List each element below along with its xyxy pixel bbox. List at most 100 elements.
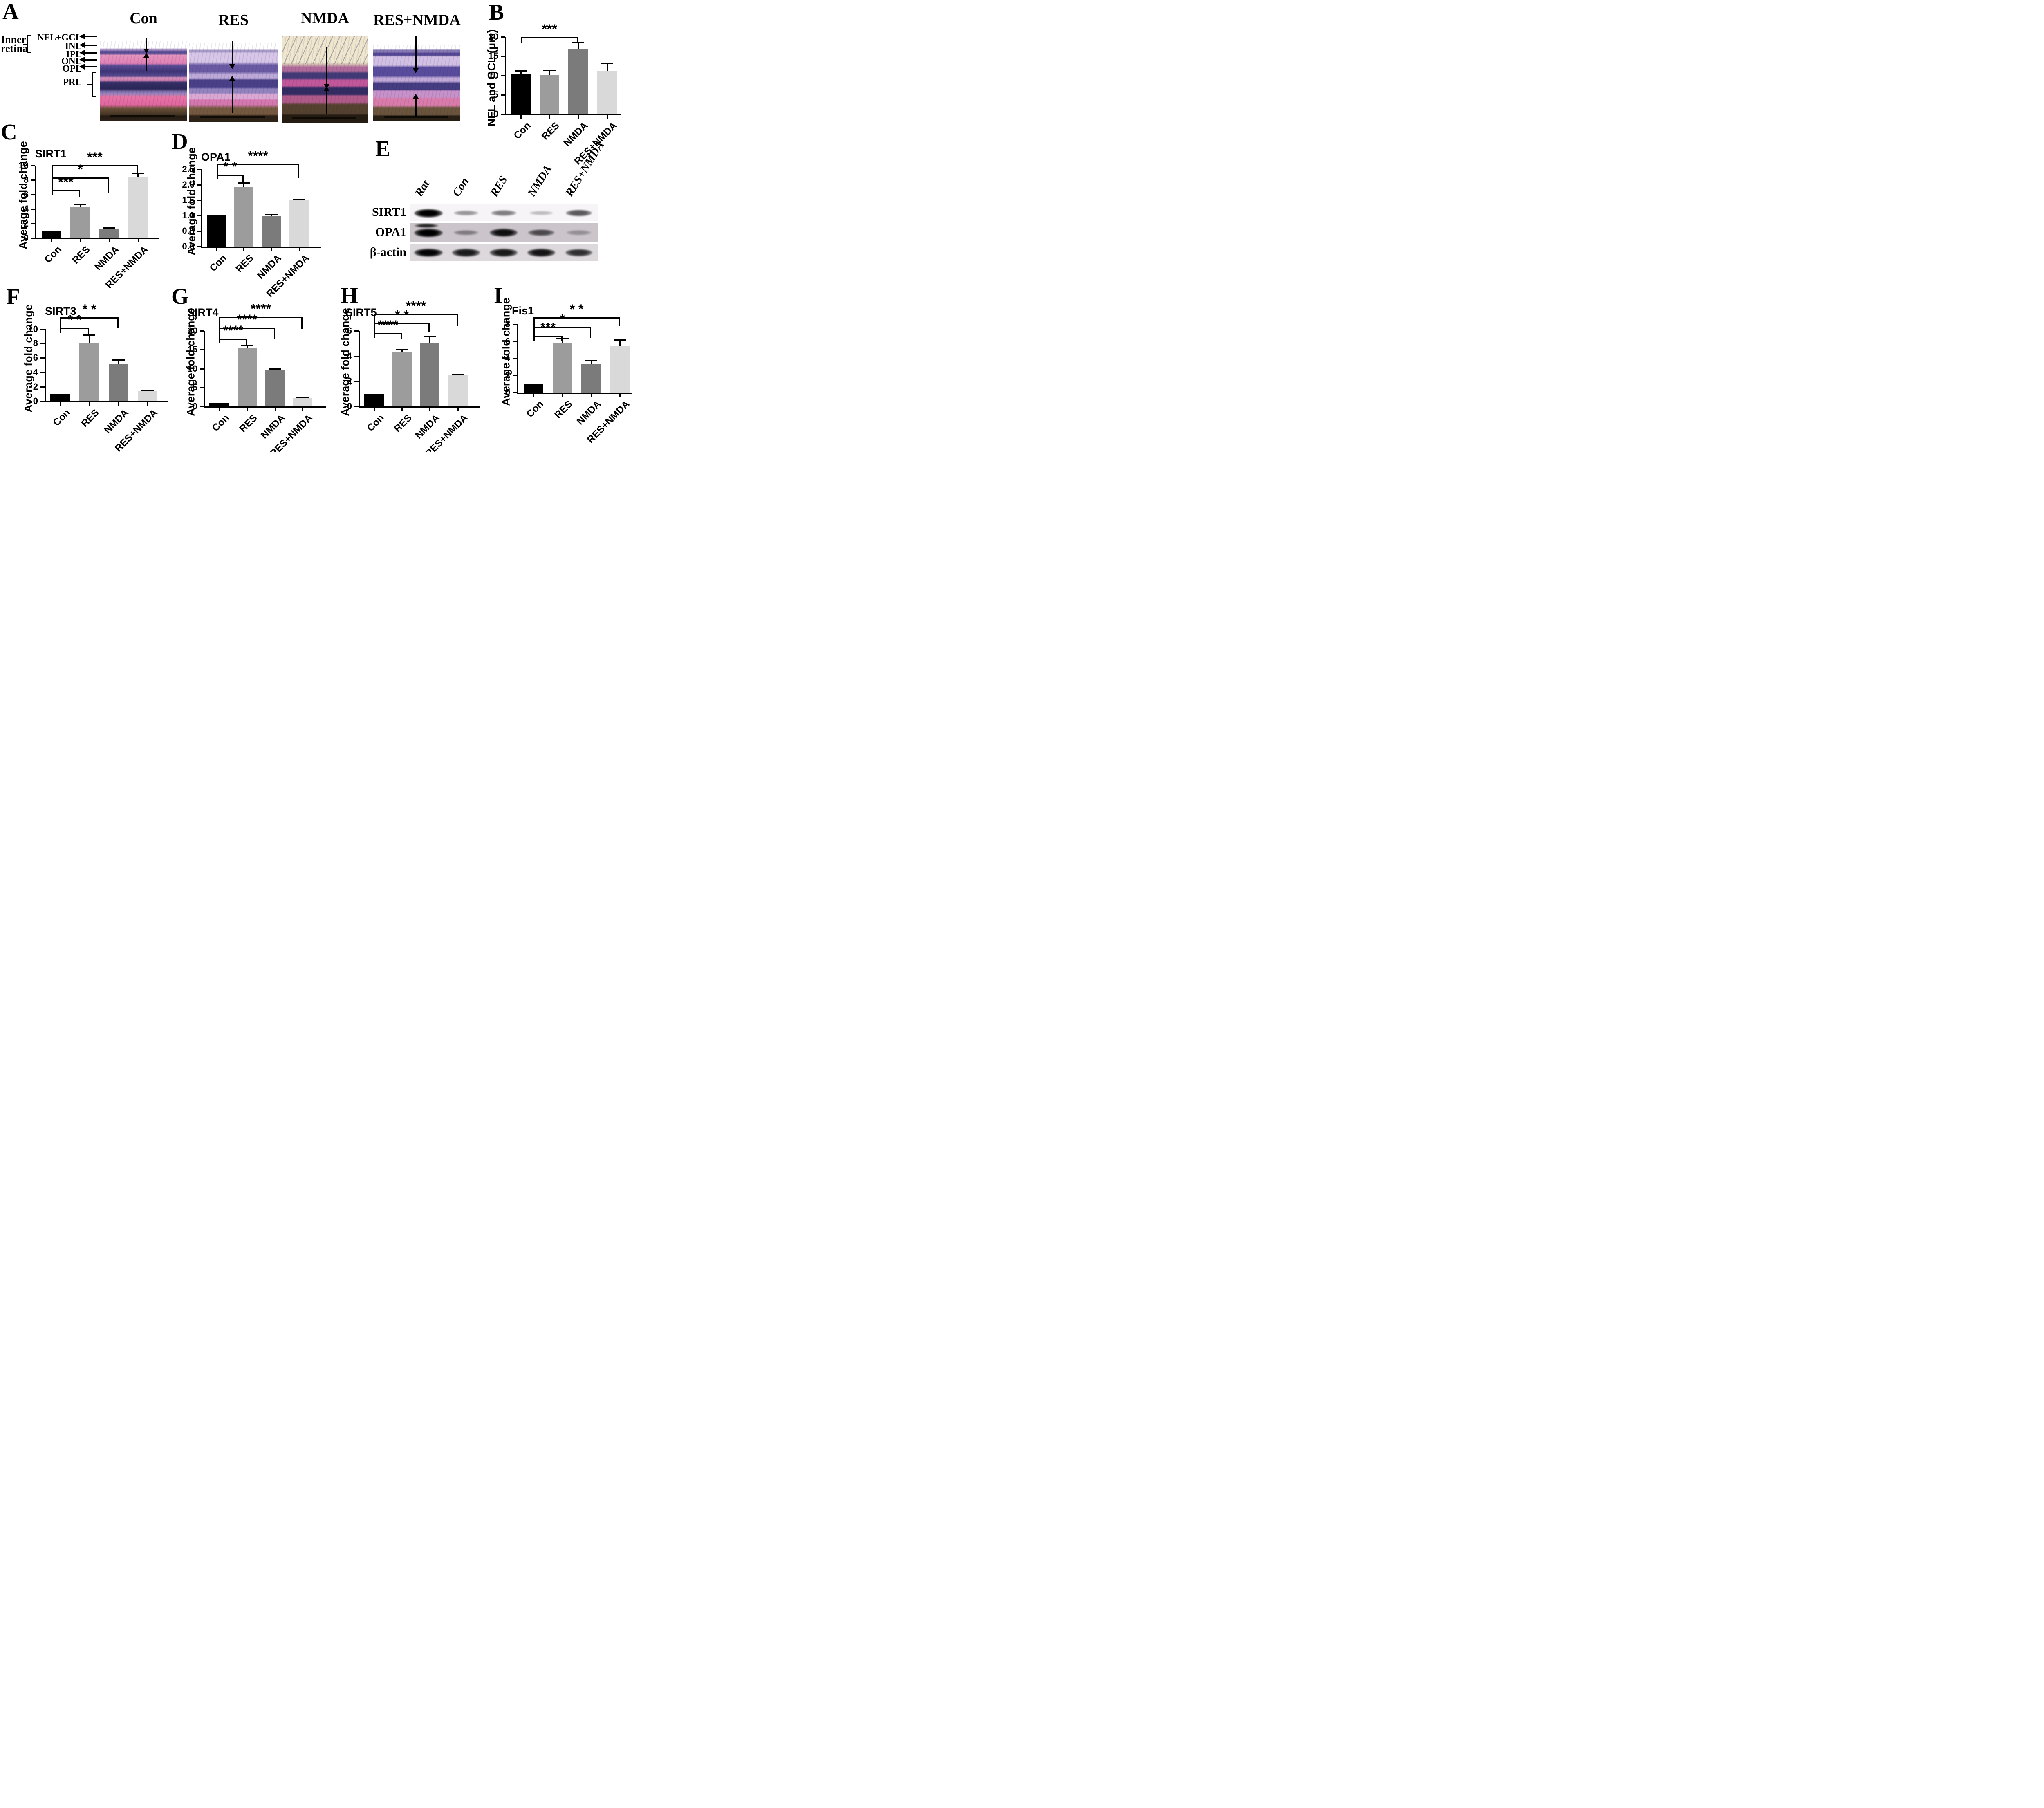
prl-brace [92,72,93,97]
chart-c-bar-nmda [99,228,119,238]
y-tick-label: 20 [488,31,498,42]
error-bar-cap [424,336,436,337]
blot-row-label-opa1: OPA1 [375,225,406,239]
chart-d-bar-res+nmda [289,200,309,247]
y-tick-label: 0.5 [182,226,195,236]
blot-band-sirt1-con [453,210,479,216]
significance-bracket-stem [428,323,430,332]
significance-stars: **** [251,301,271,316]
error-bar-stem [619,339,621,347]
significance-bracket [533,336,563,337]
y-tick-mark [200,349,204,351]
chart-h-bar-con [364,394,384,406]
y-tick-mark [354,381,359,382]
significance-bracket [60,328,89,329]
chart-b-x-axis [505,114,621,115]
y-tick-label: 4 [33,367,38,377]
y-tick-mark [513,358,517,359]
x-tick-mark [218,408,220,411]
error-bar-stem [562,338,563,343]
blot-band-β-actin-res+nmda [565,249,593,256]
panel-f-label: F [6,284,20,309]
x-tick-mark [457,408,459,411]
error-bar-stem [137,173,139,177]
significance-bracket [521,37,578,38]
significance-stars: **** [237,312,258,327]
significance-bracket-stem [561,336,563,341]
significance-stars: * [560,312,565,326]
x-tick-mark [619,394,621,397]
chart-g-bar-res+nmda [293,398,312,406]
y-tick-mark [513,341,517,342]
error-bar-stem [118,359,119,365]
significance-stars: * * [82,302,96,316]
significance-stars: **** [223,323,244,338]
x-tick-mark [59,402,61,406]
significance-bracket-stem [577,37,578,43]
y-tick-label: 6 [23,189,29,200]
y-tick-mark [513,392,517,393]
blot-band-sirt1-res [491,210,517,216]
chart-f-y-axis [45,329,46,402]
chart-i-x-label-res: RES [552,398,575,421]
lane-label-rat: Rat [412,178,432,199]
error-bar-stem [520,71,522,74]
x-tick-mark [401,408,403,411]
error-bar-cap [112,359,125,361]
y-tick-mark [200,406,204,407]
y-tick-label: 2 [33,381,38,392]
error-bar-cap [265,214,278,216]
y-tick-label: 4 [505,353,510,363]
chart-h-title: SIRT5 [345,306,377,319]
error-bar-cap [556,338,569,339]
up-arrow-icon [229,76,235,113]
y-tick-mark [40,357,45,359]
y-tick-mark [31,209,35,210]
significance-bracket [374,314,458,315]
panel-d-label: D [172,129,188,154]
chart-f-bar-res+nmda [138,391,157,401]
error-bar-cap [585,359,597,361]
x-tick-mark [520,115,522,119]
error-bar-cap [543,70,556,72]
y-tick-mark [501,114,505,115]
chart-d-x-axis [201,247,321,248]
panel-i-label: I [494,283,503,308]
significance-bracket [374,333,402,334]
x-tick-mark [137,239,139,242]
chart-b-x-label-res: RES [539,120,562,142]
y-tick-mark [501,94,505,96]
significance-bracket-stem [533,317,535,341]
significance-bracket [219,328,275,329]
chart-i-x-label-nmda: NMDA [574,398,603,427]
x-tick-mark [118,402,119,406]
y-tick-mark [197,200,201,201]
y-tick-mark [513,375,517,377]
error-bar-cap [74,203,86,205]
significance-bracket-stem [457,314,458,326]
layer-label-prl: PRL [63,77,82,87]
up-arrow-icon [143,53,149,71]
error-bar-cap [601,63,613,64]
chart-c-bar-res [70,206,90,238]
prl-brace [92,96,96,97]
chart-f-title: SIRT3 [45,305,76,317]
significance-bracket [219,317,303,318]
y-tick-mark [354,330,359,332]
chart-d-y-axis [201,169,202,248]
chart-i-bar-con [524,384,543,393]
panel-g-label: G [171,284,189,309]
significance-bracket [52,165,138,166]
chart-d-bar-con [207,215,226,247]
y-tick-label: 0 [347,401,352,411]
error-bar-cap [614,339,626,341]
chart-d-bar-nmda [262,216,281,247]
x-tick-mark [302,408,303,411]
layer-label-onl: ONL [61,56,82,66]
chart-c-bar-con [42,231,61,238]
blot-band-opa1-nmda [528,229,555,236]
arrow-icon [79,34,97,39]
y-tick-label: 10 [28,324,38,334]
scale-bar [110,115,175,117]
blot-band-sirt1-res+nmda [565,210,592,216]
